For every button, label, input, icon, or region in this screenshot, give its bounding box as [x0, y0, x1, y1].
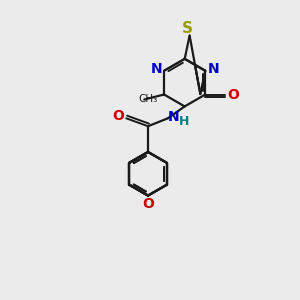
Text: N: N: [150, 62, 162, 76]
Text: H: H: [178, 115, 189, 128]
Text: N: N: [207, 62, 219, 76]
Text: O: O: [227, 88, 239, 101]
Text: O: O: [142, 196, 154, 211]
Text: O: O: [112, 109, 124, 123]
Text: S: S: [182, 21, 193, 36]
Text: CH₃: CH₃: [138, 94, 158, 104]
Text: N: N: [168, 110, 180, 124]
